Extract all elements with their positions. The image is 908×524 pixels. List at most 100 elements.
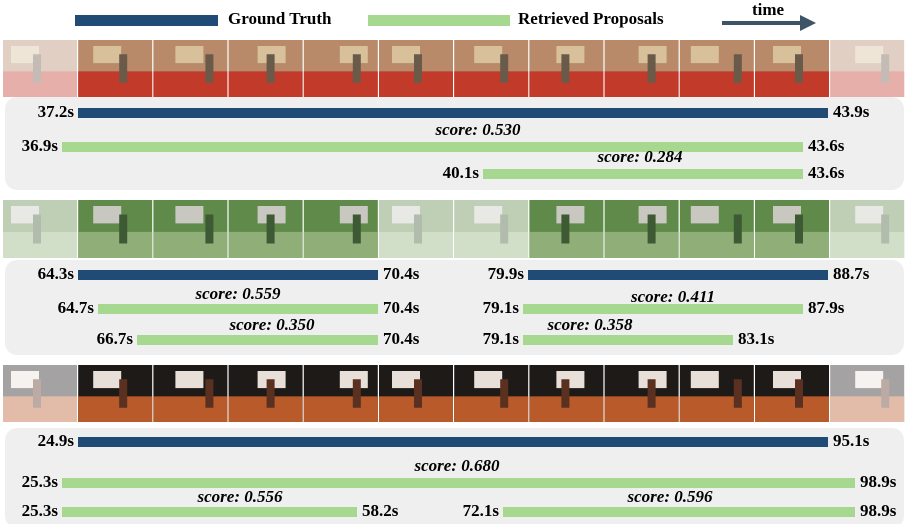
frame-part: [153, 71, 227, 97]
frame-part: [830, 232, 904, 258]
video-frame: [529, 40, 603, 97]
video-frame: [78, 40, 152, 97]
video-frame: [454, 40, 528, 97]
frame-part: [414, 379, 422, 408]
video-frame: [755, 365, 829, 422]
video-frame: [830, 200, 904, 258]
proposal-bar: [98, 304, 378, 314]
time-start: 25.3s: [22, 472, 59, 491]
proposal-bar: [62, 142, 803, 152]
score: score: 0.284: [597, 147, 683, 166]
time-start: 79.1s: [483, 298, 520, 317]
frame-part: [561, 215, 569, 244]
score: score: 0.559: [195, 284, 281, 303]
video-frame: [379, 365, 453, 422]
time-end: 70.4s: [383, 298, 420, 317]
frame-part: [474, 46, 502, 63]
frame-part: [755, 232, 829, 258]
proposal-bar: [62, 507, 357, 517]
frame-part: [33, 54, 41, 83]
time-label: time: [752, 0, 785, 19]
score: score: 0.411: [630, 287, 715, 306]
time-start: 79.1s: [483, 329, 520, 348]
frame-part: [855, 371, 883, 388]
frame-part: [304, 396, 378, 422]
frame-part: [353, 215, 361, 244]
frame-part: [353, 379, 361, 408]
score: score: 0.556: [197, 487, 283, 506]
video-frame: [304, 40, 378, 97]
frame-part: [605, 232, 679, 258]
frame-part: [304, 71, 378, 97]
frame-part: [556, 206, 584, 223]
time-start: 40.1s: [443, 163, 480, 182]
ground-truth-bar: [78, 108, 828, 118]
video-frame: [830, 40, 904, 97]
time-end: 98.9s: [860, 472, 897, 491]
legend-proposal-swatch: [368, 15, 510, 26]
frame-part: [556, 46, 584, 63]
frame-part: [556, 371, 584, 388]
video-frame: [605, 40, 679, 97]
time-start: 72.1s: [463, 501, 500, 520]
frame-part: [153, 396, 227, 422]
frame-part: [267, 379, 275, 408]
frame-part: [795, 215, 803, 244]
proposal-bar: [503, 507, 855, 517]
frame-part: [755, 71, 829, 97]
frame-part: [175, 46, 203, 63]
time-end: 58.2s: [362, 501, 399, 520]
frame-part: [119, 54, 127, 83]
frame-part: [153, 232, 227, 258]
frame-part: [691, 206, 719, 223]
video-frame: [830, 365, 904, 422]
frame-part: [474, 206, 502, 223]
time-end: 70.4s: [383, 329, 420, 348]
frame-part: [830, 396, 904, 422]
frame-part: [474, 371, 502, 388]
video-frame: [605, 200, 679, 258]
frame-part: [561, 54, 569, 83]
frame-part: [119, 379, 127, 408]
frame-part: [205, 215, 213, 244]
frame-part: [648, 379, 656, 408]
frame-part: [691, 46, 719, 63]
frame-part: [648, 54, 656, 83]
ground-truth-bar: [78, 437, 828, 447]
frame-part: [605, 396, 679, 422]
frame-part: [454, 71, 528, 97]
time-end: 83.1s: [738, 329, 775, 348]
video-frame: [529, 200, 603, 258]
time-end: 98.9s: [860, 501, 897, 520]
video-frame: [454, 365, 528, 422]
frame-part: [755, 396, 829, 422]
score: score: 0.596: [627, 487, 713, 506]
frame-part: [691, 371, 719, 388]
video-frame: [680, 200, 754, 258]
proposal-bar: [62, 478, 855, 488]
frame-part: [795, 54, 803, 83]
video-frame: [229, 200, 303, 258]
figure: Ground Truth Retrieved Proposals time 37…: [0, 0, 908, 524]
frame-part: [175, 371, 203, 388]
legend-gt: Ground Truth: [228, 9, 332, 28]
video-frame: [3, 40, 77, 97]
frame-part: [680, 232, 754, 258]
frame-part: [734, 379, 742, 408]
time-start: 25.3s: [22, 501, 59, 520]
video-frame: [605, 365, 679, 422]
frame-part: [175, 206, 203, 223]
frame-part: [267, 54, 275, 83]
video-frame: [3, 200, 77, 258]
score: score: 0.680: [414, 456, 500, 475]
frame-part: [605, 71, 679, 97]
time-arrowhead: [800, 15, 816, 31]
frame-part: [561, 379, 569, 408]
frame-part: [648, 215, 656, 244]
proposal-bar: [483, 169, 803, 179]
ground-truth-bar: [528, 270, 828, 280]
frame-part: [734, 54, 742, 83]
frame-part: [795, 379, 803, 408]
score: score: 0.358: [547, 315, 633, 334]
time-end: 43.6s: [808, 163, 845, 182]
